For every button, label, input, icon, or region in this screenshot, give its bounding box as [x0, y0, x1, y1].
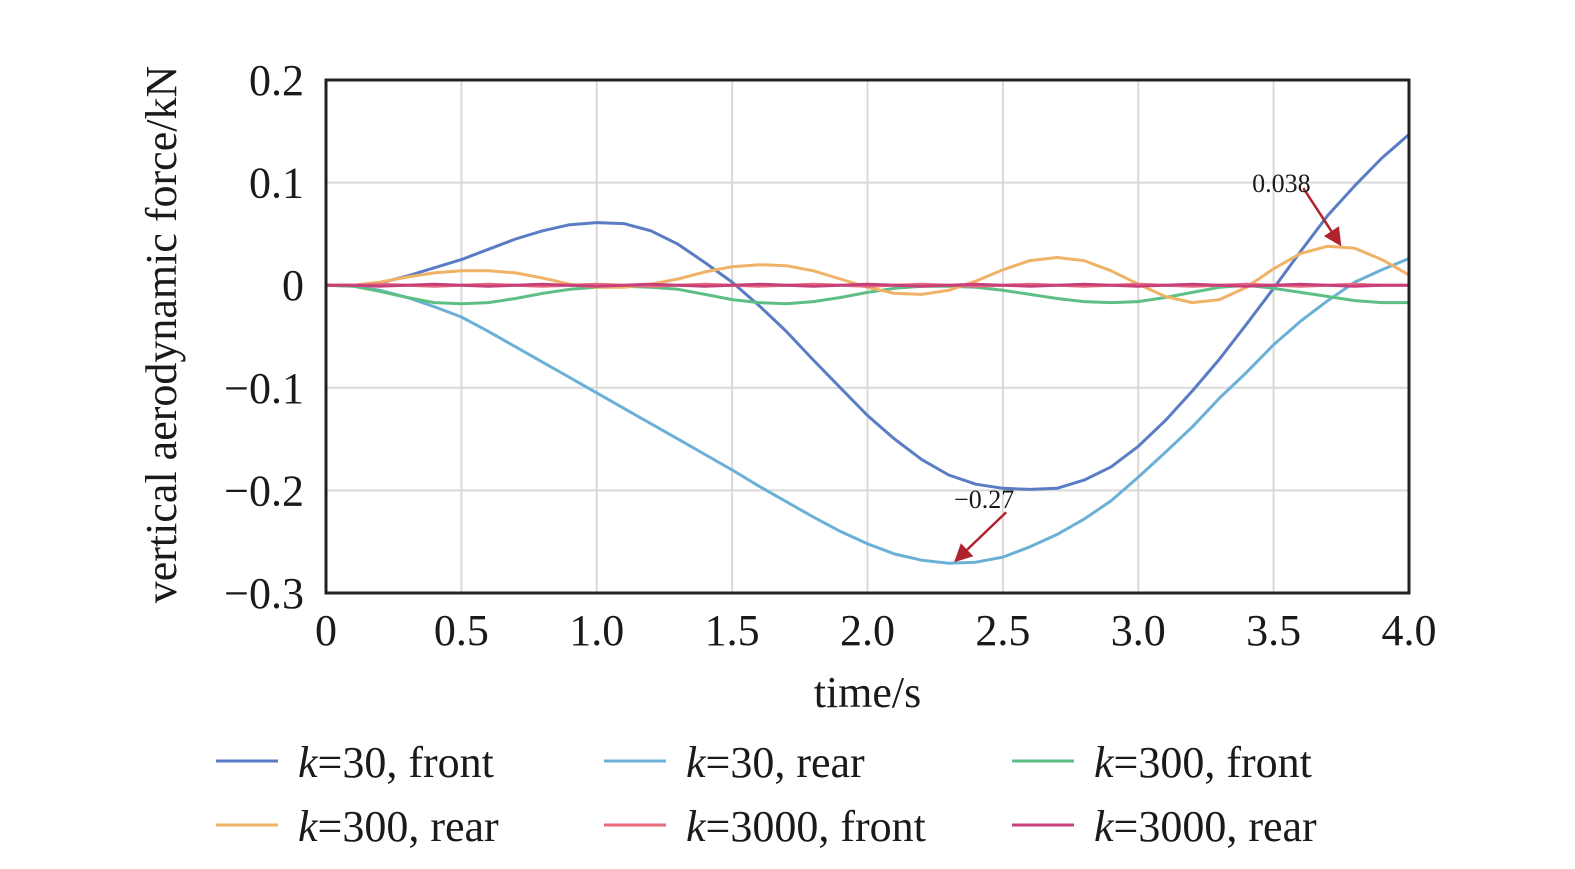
annotation-arrow-head — [954, 543, 974, 563]
x-tick-label: 2.0 — [840, 606, 895, 655]
x-tick-label: 4.0 — [1382, 606, 1437, 655]
y-tick-label: 0 — [282, 261, 304, 310]
series-line-0 — [326, 133, 1410, 491]
annotation-arrow-head — [1323, 226, 1342, 247]
legend-label-1: k=30, rear — [686, 738, 865, 787]
annotations: 0.038 −0.27 — [954, 169, 1342, 563]
legend-label-4: k=3000, front — [686, 802, 926, 851]
annotation-label: 0.038 — [1252, 169, 1311, 198]
x-axis-title: time/s — [814, 668, 922, 717]
annotation-arrow-shaft — [1302, 187, 1333, 232]
legend-label-0: k=30, front — [298, 738, 494, 787]
x-tick-label: 1.5 — [705, 606, 760, 655]
x-tick-label: 0 — [315, 606, 337, 655]
x-tick-label: 1.0 — [569, 606, 624, 655]
legend-label-2: k=300, front — [1094, 738, 1312, 787]
grid — [325, 79, 1410, 594]
y-tick-label: 0.1 — [249, 159, 304, 208]
x-tick-label: 3.5 — [1246, 606, 1301, 655]
x-tick-label: 2.5 — [975, 606, 1030, 655]
x-tick-labels: 0 0.5 1.0 1.5 2.0 2.5 3.0 3.5 4.0 — [315, 606, 1437, 655]
y-tick-labels: 0.2 0.1 0 −0.1 −0.2 −0.3 — [224, 56, 304, 618]
y-axis-title: vertical aerodynamic force/kN — [137, 66, 186, 604]
annotation-label: −0.27 — [954, 485, 1014, 514]
legend-label-3: k=300, rear — [298, 802, 499, 851]
plot-frame — [324, 78, 1411, 595]
y-tick-label: −0.3 — [224, 569, 304, 618]
y-tick-label: 0.2 — [249, 56, 304, 105]
series-line-5 — [326, 282, 1409, 288]
y-tick-label: −0.2 — [224, 466, 304, 515]
x-tick-label: 0.5 — [434, 606, 489, 655]
legend-label-5: k=3000, rear — [1094, 802, 1317, 851]
x-tick-label: 3.0 — [1111, 606, 1166, 655]
y-tick-label: −0.1 — [224, 364, 304, 413]
series-line-1 — [325, 257, 1410, 565]
annotation-arrow-shaft — [966, 511, 1008, 551]
legend: k=30, front k=30, rear k=300, front k=300, … — [216, 738, 1317, 851]
series-lines — [325, 133, 1410, 565]
